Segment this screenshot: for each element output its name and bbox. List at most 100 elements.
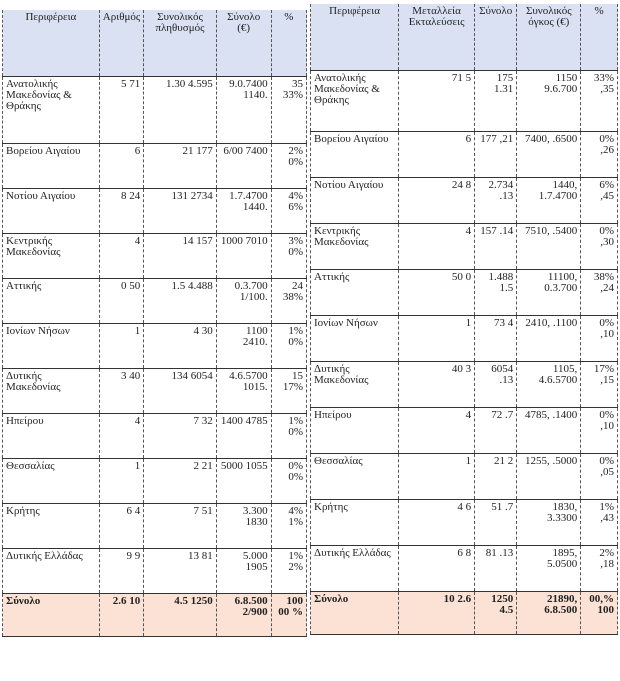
header-cell: Μεταλλεία Εκταλεύσεις <box>398 4 476 71</box>
value-cell: 2.6 10 <box>98 593 145 637</box>
value-cell: 0% ,10 <box>580 315 618 362</box>
value-cell: 175 1.31 <box>474 70 518 132</box>
value-cell: 0 50 <box>98 278 145 324</box>
value-cell: 157 .14 <box>474 223 518 270</box>
value-cell: 1000 7010 <box>215 233 272 279</box>
value-cell: 1150 9.6.700 <box>516 70 582 132</box>
table-row: Κρήτης 4 6 51 .7 1830, 3.3300 1% ,43 <box>309 499 618 546</box>
value-cell: 2% 0% <box>270 143 308 189</box>
value-cell: 0% ,05 <box>580 453 618 500</box>
value-cell: 4 30 <box>143 323 217 369</box>
region-cell: Δυτικής Μακεδονίας <box>2 368 100 414</box>
value-cell: 0% ,26 <box>580 131 618 178</box>
region-cell: Ιονίων Νήσων <box>309 315 400 362</box>
value-cell: 5 71 <box>98 76 145 144</box>
table-row: Δυτικής Μακεδονίας 3 40 134 6054 4.6.5700 1… <box>2 368 308 414</box>
region-cell: Κρήτης <box>2 503 100 549</box>
table-row: Αττικής 50 0 1.488 1.5 11100, 0.3.700 38% ,2… <box>309 269 618 316</box>
value-cell: 1% 0% <box>270 323 308 369</box>
region-cell: Βορείου Αιγαίου <box>2 143 100 189</box>
table-row: Θεσσαλίας 1 21 2 1255, .5000 0% ,05 <box>309 453 618 500</box>
region-cell: Σύνολο <box>309 591 400 635</box>
value-cell: 2410, .1100 <box>516 315 582 362</box>
region-cell: Βορείου Αιγαίου <box>309 131 400 178</box>
value-cell: 0% ,30 <box>580 223 618 270</box>
value-cell: 1% 2% <box>270 548 308 594</box>
value-cell: 4 <box>98 233 145 279</box>
region-cell: Δυτικής Ελλάδας <box>2 548 100 594</box>
total-row: Σύνολο 10 2.6 1250 4.5 21890, 6.8.500 00,% 1… <box>309 591 618 635</box>
header-cell: Αριθμός <box>98 10 145 77</box>
value-cell: 38% ,24 <box>580 269 618 316</box>
value-cell: 1250 4.5 <box>474 591 518 635</box>
header-cell: Σύνολο <box>474 4 518 71</box>
value-cell: 1 <box>98 323 145 369</box>
region-cell: Κεντρικής Μακεδονίας <box>309 223 400 270</box>
value-cell: 3 40 <box>98 368 145 414</box>
value-cell: 1% 0% <box>270 413 308 459</box>
right-table: Περιφέρεια Μεταλλεία Εκταλεύσεις Σύνολο … <box>309 4 618 635</box>
table-row: Δυτικής Ελλάδας 6 8 81 .13 1895, 5.0500 2% ,… <box>309 545 618 592</box>
value-cell: 6% ,45 <box>580 177 618 224</box>
value-cell: 1.7.4700 1440. <box>215 188 272 234</box>
region-cell: Ανατολικής Μακεδονίας & Θράκης <box>2 76 100 144</box>
value-cell: 134 6054 <box>143 368 217 414</box>
table-row: Ηπείρου 4 7 32 1400 4785 1% 0% <box>2 413 308 459</box>
table-row: Κεντρικής Μακεδονίας 4 157 .14 7510, .5400 0… <box>309 223 618 270</box>
table-row: Αττικής 0 50 1.5 4.488 0.3.700 1/100. 24 38% <box>2 278 308 324</box>
value-cell: 2.734 .13 <box>474 177 518 224</box>
value-cell: 1830, 3.3300 <box>516 499 582 546</box>
value-cell: 5.000 1905 <box>215 548 272 594</box>
value-cell: 177 ,21 <box>474 131 518 178</box>
left-table: Περιφέρεια Αριθμός Συνολικός πληθυσμός Σ… <box>2 10 308 637</box>
value-cell: 6 8 <box>398 545 476 592</box>
value-cell: 1 <box>398 315 476 362</box>
value-cell: 2% ,18 <box>580 545 618 592</box>
header-cell: Περιφέρεια <box>2 10 100 77</box>
value-cell: 17% ,15 <box>580 361 618 408</box>
table-row: Ανατολικής Μακεδονίας & Θράκης 5 71 1.30 4… <box>2 76 308 144</box>
value-cell: 6054 .13 <box>474 361 518 408</box>
value-cell: 1 <box>98 458 145 504</box>
header-cell: % <box>270 10 308 77</box>
value-cell: 21 177 <box>143 143 217 189</box>
value-cell: 50 0 <box>398 269 476 316</box>
region-cell: Νοτίου Αιγαίου <box>2 188 100 234</box>
header-cell: Συνολικός όγκος (€) <box>516 4 582 71</box>
value-cell: 21890, 6.8.500 <box>516 591 582 635</box>
value-cell: 5000 1055 <box>215 458 272 504</box>
region-cell: Νοτίου Αιγαίου <box>309 177 400 224</box>
value-cell: 21 2 <box>474 453 518 500</box>
value-cell: 100 00 % <box>270 593 308 637</box>
table-row: Βορείου Αιγαίου 6 177 ,21 7400, .6500 0% ,26 <box>309 131 618 178</box>
value-cell: 4 <box>398 223 476 270</box>
table-row: Νοτίου Αιγαίου 8 24 131 2734 1.7.4700 1440.… <box>2 188 308 234</box>
table-row: Δυτικής Ελλάδας 9 9 13 81 5.000 1905 1% 2% <box>2 548 308 594</box>
table-row: Νοτίου Αιγαίου 24 8 2.734 .13 1440, 1.7.470… <box>309 177 618 224</box>
value-cell: 4% 6% <box>270 188 308 234</box>
region-cell: Αττικής <box>309 269 400 316</box>
value-cell: 24 8 <box>398 177 476 224</box>
value-cell: 2 21 <box>143 458 217 504</box>
value-cell: 1.488 1.5 <box>474 269 518 316</box>
value-cell: 3% 0% <box>270 233 308 279</box>
header-cell: Περιφέρεια <box>309 4 400 71</box>
header-row: Περιφέρεια Μεταλλεία Εκταλεύσεις Σύνολο … <box>309 4 618 71</box>
value-cell: 1100 2410. <box>215 323 272 369</box>
value-cell: 1400 4785 <box>215 413 272 459</box>
value-cell: 4 <box>398 407 476 454</box>
header-cell: Σύνολο (€) <box>215 10 272 77</box>
value-cell: 7510, .5400 <box>516 223 582 270</box>
table-row: Δυτικής Μακεδονίας 40 3 6054 .13 1105, 4.6.… <box>309 361 618 408</box>
value-cell: 9.0.7400 1140. <box>215 76 272 144</box>
header-cell: % <box>580 4 618 71</box>
value-cell: 72 .7 <box>474 407 518 454</box>
value-cell: 14 157 <box>143 233 217 279</box>
value-cell: 4 <box>98 413 145 459</box>
region-cell: Αττικής <box>2 278 100 324</box>
table-row: Ηπείρου 4 72 .7 4785, .1400 0% ,10 <box>309 407 618 454</box>
value-cell: 33% ,35 <box>580 70 618 132</box>
table-row: Κεντρικής Μακεδονίας 4 14 157 1000 7010 3% 0… <box>2 233 308 279</box>
table-row: Ιονίων Νήσων 1 4 30 1100 2410. 1% 0% <box>2 323 308 369</box>
